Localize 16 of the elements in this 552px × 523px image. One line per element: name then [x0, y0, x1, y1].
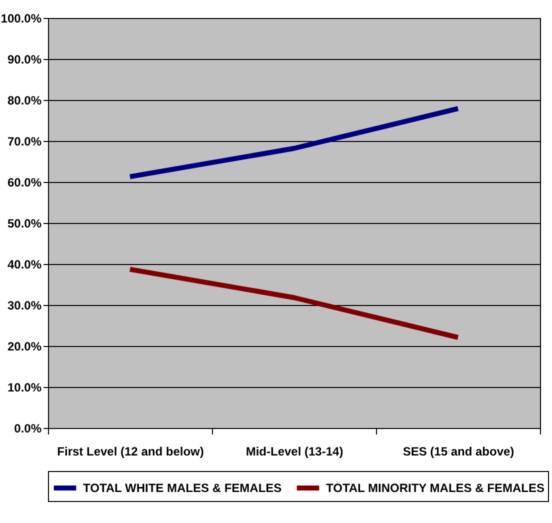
x-tick-label: Mid-Level (13-14)	[246, 444, 344, 458]
x-tick-label: First Level (12 and below)	[57, 444, 204, 458]
y-tick-label: 80.0%	[7, 94, 42, 108]
y-tick-label: 10.0%	[7, 380, 42, 394]
y-tick-label: 50.0%	[7, 216, 42, 230]
y-tick-label: 60.0%	[7, 176, 42, 190]
y-tick-label: 30.0%	[7, 298, 42, 312]
y-tick-label: 100.0%	[0, 12, 42, 26]
y-tick-label: 90.0%	[7, 52, 42, 66]
y-tick-label: 40.0%	[7, 258, 42, 272]
legend-label: TOTAL MINORITY MALES & FEMALES	[326, 481, 544, 495]
legend-label: TOTAL WHITE MALES & FEMALES	[83, 481, 282, 495]
y-tick-label: 0.0%	[14, 422, 42, 436]
x-tick-label: SES (15 and above)	[402, 444, 514, 458]
y-tick-label: 70.0%	[7, 134, 42, 148]
y-tick-label: 20.0%	[7, 340, 42, 354]
